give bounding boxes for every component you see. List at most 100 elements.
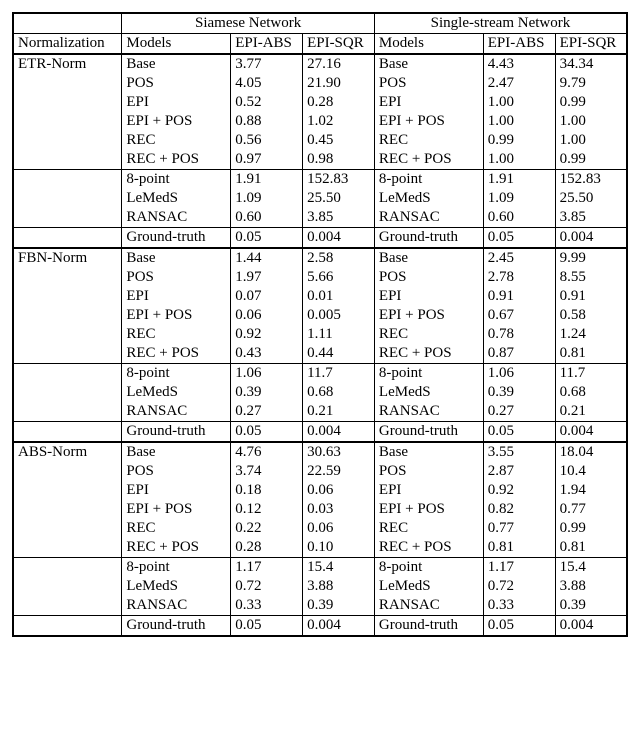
epi-abs-value: 4.76 (231, 442, 303, 462)
model-label: LeMedS (374, 383, 483, 402)
model-label: POS (374, 268, 483, 287)
model-label: Base (122, 248, 231, 268)
epi-sqr-value: 18.04 (555, 442, 627, 462)
epi-sqr-value: 1.02 (303, 112, 375, 131)
model-label: EPI + POS (122, 500, 231, 519)
epi-sqr-value: 15.4 (555, 558, 627, 578)
model-label: LeMedS (122, 577, 231, 596)
model-label: LeMedS (122, 189, 231, 208)
epi-sqr-value: 152.83 (303, 170, 375, 190)
epi-abs-value: 1.44 (231, 248, 303, 268)
epi-abs-value: 1.00 (483, 150, 555, 170)
model-label: EPI + POS (374, 112, 483, 131)
epi-abs-value: 3.55 (483, 442, 555, 462)
epi-sqr-value: 0.01 (303, 287, 375, 306)
epi-abs-value: 0.39 (231, 383, 303, 402)
epi-sqr-value: 34.34 (555, 54, 627, 74)
epi-abs-value: 0.05 (231, 616, 303, 637)
model-label: EPI + POS (122, 112, 231, 131)
model-label: POS (122, 462, 231, 481)
epi-abs-value: 1.17 (483, 558, 555, 578)
model-label: POS (374, 462, 483, 481)
epi-abs-value: 1.17 (231, 558, 303, 578)
epi-abs-value: 0.82 (483, 500, 555, 519)
model-label: RANSAC (374, 596, 483, 616)
epi-abs-value: 0.28 (231, 538, 303, 558)
epi-sqr-value: 0.44 (303, 344, 375, 364)
epi-abs-value: 4.05 (231, 74, 303, 93)
epi-sqr-value: 0.99 (555, 519, 627, 538)
epi-abs-value: 1.09 (483, 189, 555, 208)
epi-sqr-value: 0.99 (555, 93, 627, 112)
epi-abs-value: 0.56 (231, 131, 303, 150)
model-label: REC + POS (374, 538, 483, 558)
epi-abs-value: 2.45 (483, 248, 555, 268)
epi-sqr-value: 8.55 (555, 268, 627, 287)
model-label: Ground-truth (122, 228, 231, 249)
epi-sqr-value: 15.4 (303, 558, 375, 578)
model-label: REC + POS (374, 150, 483, 170)
epi-sqr-value: 22.59 (303, 462, 375, 481)
normalization-label: FBN-Norm (13, 248, 122, 364)
epi-abs-value: 3.77 (231, 54, 303, 74)
model-label: 8-point (374, 364, 483, 384)
epi-sqr-value: 0.004 (303, 616, 375, 637)
epi-sqr-value: 3.88 (555, 577, 627, 596)
epi-sqr-value: 1.24 (555, 325, 627, 344)
epi-sqr-value: 0.39 (303, 596, 375, 616)
epi-abs-value: 0.27 (483, 402, 555, 422)
epi-sqr-value: 1.00 (555, 112, 627, 131)
epi-sqr-value: 0.03 (303, 500, 375, 519)
epi-abs-value: 2.87 (483, 462, 555, 481)
model-label: REC (122, 325, 231, 344)
epi-abs-value: 0.92 (231, 325, 303, 344)
header-epi-sqr-1: EPI-SQR (303, 34, 375, 55)
epi-sqr-value: 27.16 (303, 54, 375, 74)
normalization-blank (13, 170, 122, 228)
epi-abs-value: 0.87 (483, 344, 555, 364)
model-label: Base (374, 248, 483, 268)
epi-abs-value: 0.05 (483, 228, 555, 249)
epi-abs-value: 0.33 (231, 596, 303, 616)
epi-sqr-value: 1.00 (555, 131, 627, 150)
model-label: RANSAC (374, 208, 483, 228)
model-label: EPI (122, 481, 231, 500)
model-label: EPI + POS (374, 500, 483, 519)
model-label: REC (374, 325, 483, 344)
epi-abs-value: 0.78 (483, 325, 555, 344)
header-normalization: Normalization (13, 34, 122, 55)
epi-sqr-value: 0.06 (303, 519, 375, 538)
model-label: REC + POS (122, 150, 231, 170)
epi-abs-value: 0.05 (483, 422, 555, 443)
header-single: Single-stream Network (374, 13, 627, 34)
model-label: 8-point (374, 558, 483, 578)
epi-sqr-value: 0.005 (303, 306, 375, 325)
header-epi-abs-2: EPI-ABS (483, 34, 555, 55)
epi-sqr-value: 11.7 (555, 364, 627, 384)
model-label: LeMedS (122, 383, 231, 402)
epi-abs-value: 4.43 (483, 54, 555, 74)
epi-abs-value: 0.67 (483, 306, 555, 325)
normalization-blank (13, 364, 122, 422)
model-label: 8-point (122, 364, 231, 384)
model-label: Ground-truth (374, 228, 483, 249)
epi-sqr-value: 0.004 (555, 228, 627, 249)
epi-sqr-value: 5.66 (303, 268, 375, 287)
model-label: EPI + POS (122, 306, 231, 325)
normalization-label: ABS-Norm (13, 442, 122, 558)
epi-abs-value: 0.99 (483, 131, 555, 150)
epi-abs-value: 0.39 (483, 383, 555, 402)
epi-sqr-value: 3.88 (303, 577, 375, 596)
normalization-blank (13, 616, 122, 637)
model-label: Base (122, 442, 231, 462)
model-label: RANSAC (122, 402, 231, 422)
epi-abs-value: 2.47 (483, 74, 555, 93)
model-label: RANSAC (122, 596, 231, 616)
epi-abs-value: 0.72 (483, 577, 555, 596)
model-label: RANSAC (122, 208, 231, 228)
epi-abs-value: 0.43 (231, 344, 303, 364)
model-label: 8-point (374, 170, 483, 190)
model-label: POS (122, 268, 231, 287)
model-label: REC + POS (122, 344, 231, 364)
epi-abs-value: 0.06 (231, 306, 303, 325)
